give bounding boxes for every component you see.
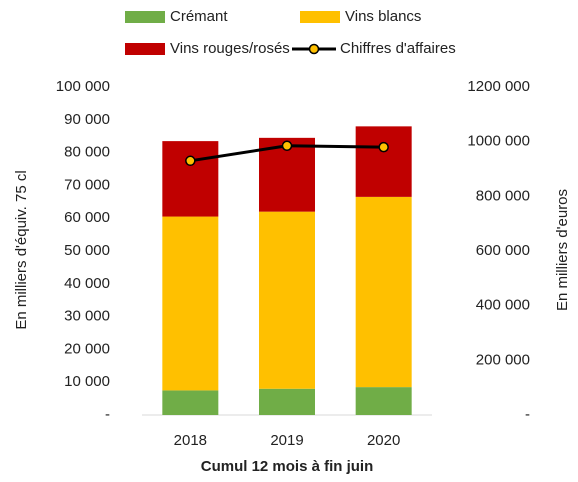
bar-segment <box>162 216 219 391</box>
y-tick-label: 60 000 <box>64 209 110 226</box>
y-tick-label: 10 000 <box>64 373 110 390</box>
x-tick-label: 2018 <box>174 432 207 449</box>
y-tick-label: - <box>105 406 110 423</box>
legend-label: Chiffres d'affaires <box>340 40 456 57</box>
y-tick-label: 70 000 <box>64 176 110 193</box>
bar-segment <box>162 141 219 217</box>
y2-tick-label: 800 000 <box>476 187 530 204</box>
bar-segment <box>259 211 315 389</box>
y-tick-label: 40 000 <box>64 275 110 292</box>
legend-marker <box>308 43 320 55</box>
x-tick-label: 2020 <box>367 432 400 449</box>
y2-tick-label: 600 000 <box>476 242 530 259</box>
bar-segment <box>355 387 412 415</box>
line-marker <box>185 155 196 167</box>
x-tick-label: 2019 <box>270 432 303 449</box>
y-tick-label: 50 000 <box>64 242 110 259</box>
y-tick-label: 90 000 <box>64 111 110 128</box>
y-axis-title: En milliers d'équiv. 75 cl <box>13 170 30 329</box>
x-axis-title: Cumul 12 mois à fin juin <box>201 458 374 475</box>
y2-tick-label: 400 000 <box>476 297 530 314</box>
y2-tick-label: 1000 000 <box>467 133 530 150</box>
y-tick-label: 30 000 <box>64 308 110 325</box>
line-marker <box>378 141 389 153</box>
bar-segment <box>355 196 412 388</box>
legend-label: Vins blancs <box>345 8 421 25</box>
bar-segment <box>162 390 219 415</box>
y2-tick-label: 200 000 <box>476 351 530 368</box>
line-marker <box>281 140 293 152</box>
legend-swatch <box>125 43 165 55</box>
legend-swatch <box>125 11 165 23</box>
bar-segment <box>259 388 315 415</box>
y2-tick-label: 1200 000 <box>467 78 530 95</box>
y2-tick-label: - <box>525 406 530 423</box>
legend-swatch <box>300 11 340 23</box>
y2-axis-title: En milliers d'euros <box>554 189 571 311</box>
y-tick-label: 100 000 <box>56 78 110 95</box>
y-tick-label: 80 000 <box>64 144 110 161</box>
legend-label: Vins rouges/rosés <box>170 40 290 57</box>
y-tick-label: 20 000 <box>64 340 110 357</box>
legend-label: Crémant <box>170 8 228 25</box>
bar-segment <box>355 126 412 197</box>
